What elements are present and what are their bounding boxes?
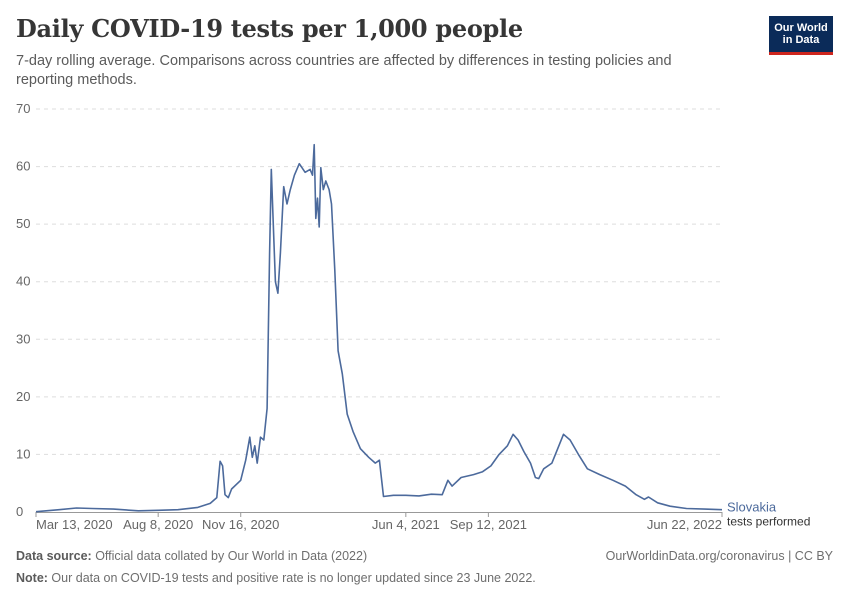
y-tick-label: 70 — [16, 101, 30, 116]
data-source-text: Official data collated by Our World in D… — [91, 549, 368, 563]
y-tick-label: 50 — [16, 216, 30, 231]
y-tick-label: 0 — [16, 504, 23, 519]
note: Note: Our data on COVID-19 tests and pos… — [16, 571, 536, 585]
y-tick-label: 10 — [16, 446, 30, 461]
x-tick-label: Jun 22, 2022 — [647, 517, 722, 532]
series-label: Slovakia — [727, 500, 777, 515]
note-label: Note: — [16, 571, 48, 585]
chart-title: Daily COVID-19 tests per 1,000 people — [16, 14, 523, 43]
x-tick-label: Mar 13, 2020 — [36, 517, 113, 532]
logo-line-1: Our World — [774, 22, 828, 34]
series-sublabel: tests performed — [727, 515, 810, 529]
x-tick-label: Jun 4, 2021 — [372, 517, 440, 532]
y-tick-label: 30 — [16, 331, 30, 346]
owid-logo[interactable]: Our World in Data — [769, 16, 833, 55]
x-tick-label: Nov 16, 2020 — [202, 517, 279, 532]
y-tick-label: 60 — [16, 159, 30, 174]
data-source-label: Data source: — [16, 549, 92, 563]
series-line-slovakia — [35, 143, 723, 513]
source-url[interactable]: OurWorldinData.org/coronavirus | CC BY — [605, 549, 833, 563]
note-text: Our data on COVID-19 tests and positive … — [47, 571, 536, 585]
logo-line-2: in Data — [782, 34, 820, 46]
y-tick-label: 40 — [16, 274, 30, 289]
y-tick-label: 20 — [16, 389, 30, 404]
chart-subtitle: 7-day rolling average. Comparisons acros… — [16, 53, 672, 88]
x-tick-label: Sep 12, 2021 — [450, 517, 527, 532]
data-source: Data source: Official data collated by O… — [16, 549, 367, 563]
x-tick-label: Aug 8, 2020 — [123, 517, 193, 532]
